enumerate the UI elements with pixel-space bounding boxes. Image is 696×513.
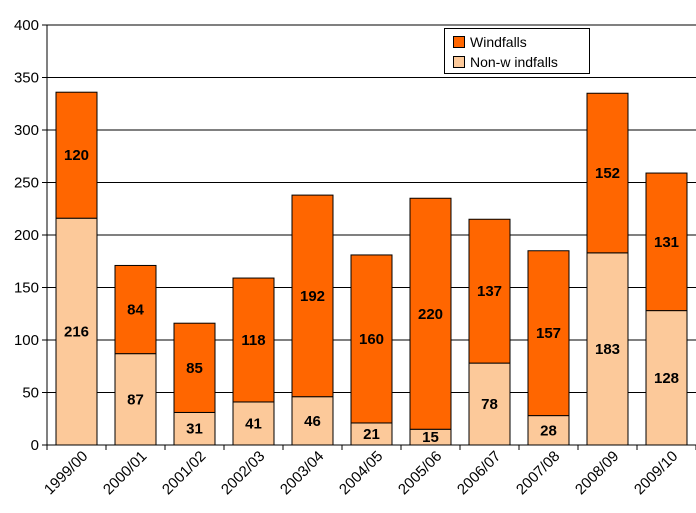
data-label-windfalls: 84 (127, 302, 144, 319)
x-tick-label: 2005/06 (395, 448, 445, 498)
bar-non-windfalls (645, 310, 688, 446)
bar-windfalls (350, 254, 393, 424)
data-label-windfalls: 152 (595, 165, 620, 182)
data-label-non-windfalls: 15 (422, 429, 439, 446)
x-tick-label: 2009/10 (631, 448, 681, 498)
y-tick-label: 100 (14, 332, 39, 349)
bar-windfalls (409, 197, 452, 430)
y-tick-label: 200 (14, 227, 39, 244)
data-label-windfalls: 157 (536, 325, 561, 342)
data-label-non-windfalls: 78 (481, 396, 498, 413)
y-tick-label: 50 (22, 385, 39, 402)
bar-non-windfalls (527, 415, 570, 446)
bar-windfalls (173, 322, 216, 413)
data-label-windfalls: 137 (477, 283, 502, 300)
data-label-non-windfalls: 87 (127, 391, 144, 408)
x-tick-label: 2002/03 (218, 448, 268, 498)
bar-windfalls (645, 172, 688, 312)
bar-windfalls (468, 218, 511, 364)
data-label-windfalls: 192 (300, 288, 325, 305)
x-tick-label: 1999/00 (41, 448, 91, 498)
data-label-windfalls: 131 (654, 234, 679, 251)
y-tick-label: 250 (14, 175, 39, 192)
y-tick-label: 0 (31, 437, 39, 454)
x-tick-label: 2001/02 (159, 448, 209, 498)
bar-windfalls (232, 277, 275, 403)
legend-item-windfalls: Windfalls (453, 34, 527, 50)
x-tick-label: 2007/08 (513, 448, 563, 498)
bars (55, 91, 688, 446)
data-label-non-windfalls: 216 (64, 324, 89, 341)
y-tick-label: 300 (14, 122, 39, 139)
y-tick-label: 400 (14, 17, 39, 34)
x-tick-label: 2000/01 (100, 448, 150, 498)
data-label-windfalls: 85 (186, 360, 203, 377)
bar-non-windfalls (114, 353, 157, 446)
data-label-non-windfalls: 128 (654, 370, 679, 387)
data-label-non-windfalls: 46 (304, 413, 321, 430)
data-label-windfalls: 220 (418, 306, 443, 323)
x-tick-label: 2008/09 (572, 448, 622, 498)
data-labels: 216 120 87 84 31 85 41 118 46 192 21 160 15 220 78 137 2… (64, 147, 679, 446)
x-tick-label: 2006/07 (454, 448, 504, 498)
bar-windfalls (586, 92, 629, 254)
data-label-windfalls: 160 (359, 331, 384, 348)
bar-windfalls (527, 250, 570, 417)
legend-item-non-windfalls: Non-w indfalls (453, 54, 558, 70)
data-label-windfalls: 118 (241, 332, 265, 349)
legend-label-windfalls: Windfalls (470, 34, 527, 50)
data-label-non-windfalls: 21 (363, 426, 380, 443)
y-tick-label: 350 (14, 70, 39, 87)
legend-swatch-windfalls (453, 36, 465, 48)
legend-swatch-non-windfalls (453, 56, 465, 68)
data-label-non-windfalls: 31 (186, 421, 203, 438)
x-tick-label: 2004/05 (336, 448, 386, 498)
bar-windfalls (114, 264, 157, 355)
legend: Windfalls Non-w indfalls (444, 28, 590, 74)
data-label-non-windfalls: 183 (595, 341, 620, 358)
legend-label-non-windfalls: Non-w indfalls (470, 54, 558, 70)
bar-non-windfalls (173, 411, 216, 446)
bar-windfalls (291, 194, 334, 398)
data-label-windfalls: 120 (64, 147, 89, 164)
data-label-non-windfalls: 28 (540, 422, 557, 439)
bar-windfalls (55, 91, 98, 219)
x-tick-label: 2003/04 (277, 448, 327, 498)
bar-non-windfalls (55, 217, 98, 446)
data-label-non-windfalls: 41 (245, 415, 262, 432)
y-tick-label: 150 (14, 280, 39, 297)
